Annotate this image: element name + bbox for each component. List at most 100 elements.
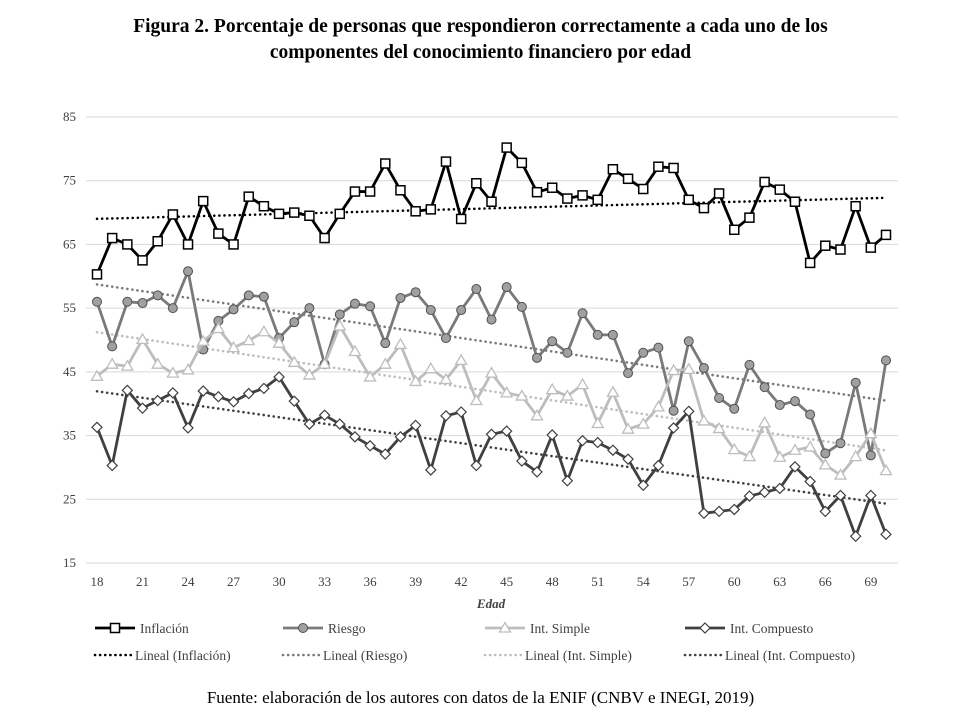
y-tick-label: 35 — [63, 428, 76, 443]
x-tick-label: 18 — [91, 574, 104, 589]
circle-marker — [562, 347, 573, 358]
circle-marker — [592, 329, 603, 340]
x-tick-label: 57 — [682, 574, 696, 589]
circle-marker — [410, 287, 421, 298]
diamond-marker — [212, 390, 225, 403]
triangle-marker — [196, 334, 210, 346]
triangle-marker — [666, 363, 681, 376]
triangle-marker — [591, 416, 605, 429]
legend-item: Int. Compuesto — [685, 621, 813, 636]
circle-marker — [668, 405, 679, 416]
diamond-marker — [303, 418, 316, 430]
legend-item-trend: Lineal (Inflación) — [93, 648, 231, 663]
x-tick-label: 39 — [409, 574, 422, 589]
triangle-marker — [530, 409, 544, 421]
square-marker — [167, 209, 179, 220]
x-tick-label: 54 — [637, 574, 651, 589]
square-marker — [319, 232, 330, 244]
square-marker — [410, 206, 421, 217]
y-tick-label: 25 — [63, 491, 76, 506]
triangle-marker — [272, 336, 286, 348]
square-marker — [531, 186, 543, 198]
x-axis-label: Edad — [476, 596, 506, 611]
triangle-marker — [606, 385, 620, 397]
square-marker — [243, 191, 254, 202]
diamond-marker — [106, 459, 119, 472]
y-tick-label: 55 — [63, 300, 76, 315]
diamond-marker — [804, 475, 816, 488]
square-marker — [850, 200, 861, 212]
circle-marker — [440, 333, 451, 344]
triangle-marker — [105, 357, 119, 369]
diamond-marker — [819, 505, 832, 518]
square-marker — [759, 176, 770, 188]
diamond-marker — [379, 448, 392, 460]
diamond-marker — [561, 474, 574, 487]
circle-marker — [774, 399, 785, 410]
square-marker — [440, 156, 452, 167]
diamond-marker — [167, 387, 179, 399]
square-marker — [501, 142, 512, 153]
triangle-marker — [682, 362, 696, 374]
circle-marker — [486, 314, 497, 325]
x-tick-label: 45 — [500, 574, 513, 589]
x-tick-label: 24 — [182, 574, 196, 589]
square-marker — [380, 158, 391, 169]
triangle-marker — [757, 416, 772, 428]
series-triangle — [90, 319, 893, 480]
square-marker — [546, 182, 558, 193]
diamond-marker — [682, 405, 695, 418]
diamond-marker — [758, 486, 771, 499]
square-marker — [729, 224, 740, 236]
chart-title-line-2: componentes del conocimiento financiero … — [269, 42, 692, 63]
square-marker — [804, 257, 816, 269]
circle-marker — [714, 392, 725, 403]
x-tick-label: 66 — [819, 574, 833, 589]
triangle-marker — [833, 468, 848, 480]
diamond-marker — [576, 434, 589, 447]
x-tick-label: 51 — [591, 574, 604, 589]
circle-marker — [349, 298, 360, 309]
trendline-circle — [95, 283, 888, 402]
diamond-marker — [455, 406, 468, 418]
circle-marker — [577, 308, 588, 319]
legend-item: Int. Simple — [485, 621, 590, 636]
x-tick-label: 42 — [455, 574, 468, 589]
triangle-marker — [439, 372, 453, 385]
y-tick-label: 15 — [63, 555, 76, 570]
square-marker — [425, 204, 437, 215]
diamond-marker — [349, 430, 361, 443]
circle-marker — [881, 355, 891, 366]
diamond-marker — [699, 622, 711, 634]
circle-marker — [456, 305, 467, 316]
square-marker — [880, 229, 892, 241]
circle-marker — [759, 382, 770, 393]
triangle-marker — [424, 361, 438, 374]
triangle-marker — [636, 417, 650, 429]
triangle-marker — [712, 421, 726, 434]
diamond-marker — [151, 394, 164, 407]
x-tick-label: 60 — [728, 574, 741, 589]
diamond-marker — [258, 382, 270, 395]
square-marker — [395, 185, 406, 196]
legend-item: Riesgo — [283, 621, 366, 636]
triangle-marker — [560, 389, 574, 401]
diamond-marker — [242, 387, 255, 400]
diamond-marker — [182, 422, 194, 434]
triangle-marker — [393, 337, 408, 350]
square-marker — [182, 239, 194, 250]
square-marker — [562, 193, 573, 204]
diamond-marker — [591, 436, 604, 449]
legend-label: Int. Compuesto — [730, 621, 813, 636]
circle-marker — [298, 623, 308, 633]
square-marker — [774, 184, 786, 195]
square-marker — [713, 188, 725, 199]
diamond-marker — [197, 385, 210, 397]
triangle-marker — [317, 357, 332, 369]
square-marker — [744, 212, 755, 223]
legend-item: Inflación — [95, 621, 189, 636]
triangle-marker — [697, 414, 711, 426]
series-circle — [92, 266, 891, 461]
square-marker — [213, 228, 224, 239]
square-marker — [698, 202, 710, 214]
